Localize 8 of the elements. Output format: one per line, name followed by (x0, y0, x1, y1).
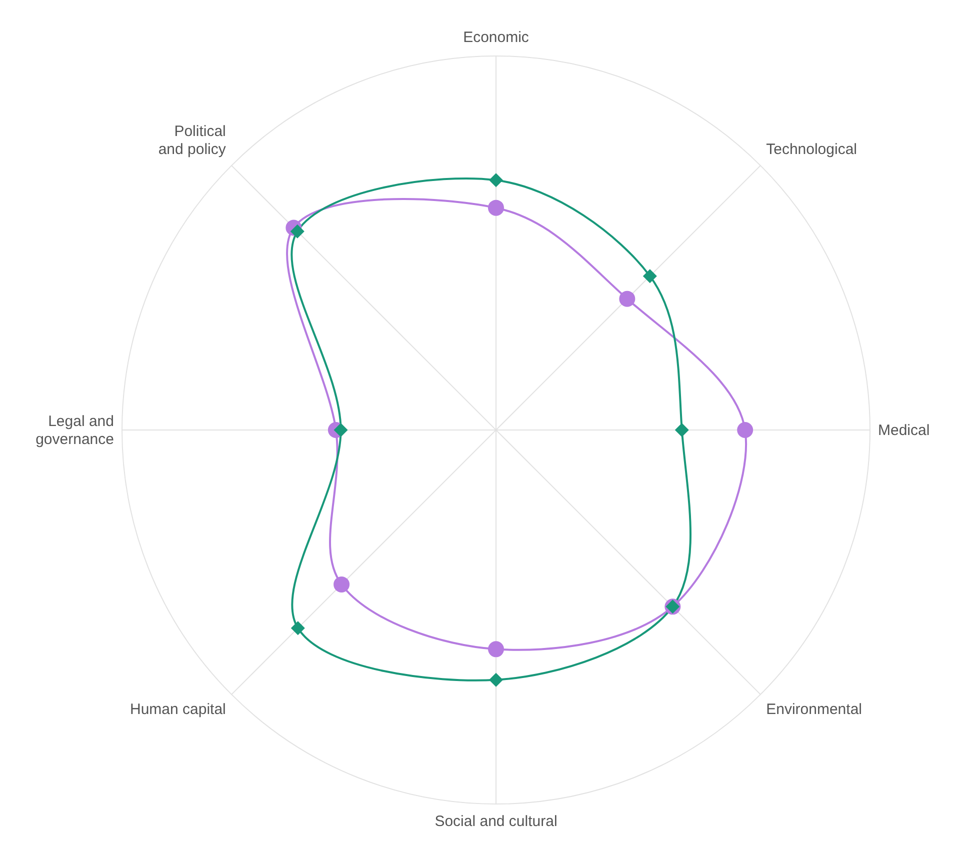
spoke-label: Social and cultural (434, 813, 558, 830)
spoke-label: Political and policy (158, 122, 226, 158)
spoke-label: Economic (463, 29, 530, 46)
spoke-label: Technological (766, 140, 858, 158)
spoke-label: Environmental (766, 701, 862, 718)
spoke-label: Medical (878, 422, 930, 439)
spoke-label: Human capital (130, 701, 226, 718)
spoke-label: Legal and governance (36, 413, 114, 448)
